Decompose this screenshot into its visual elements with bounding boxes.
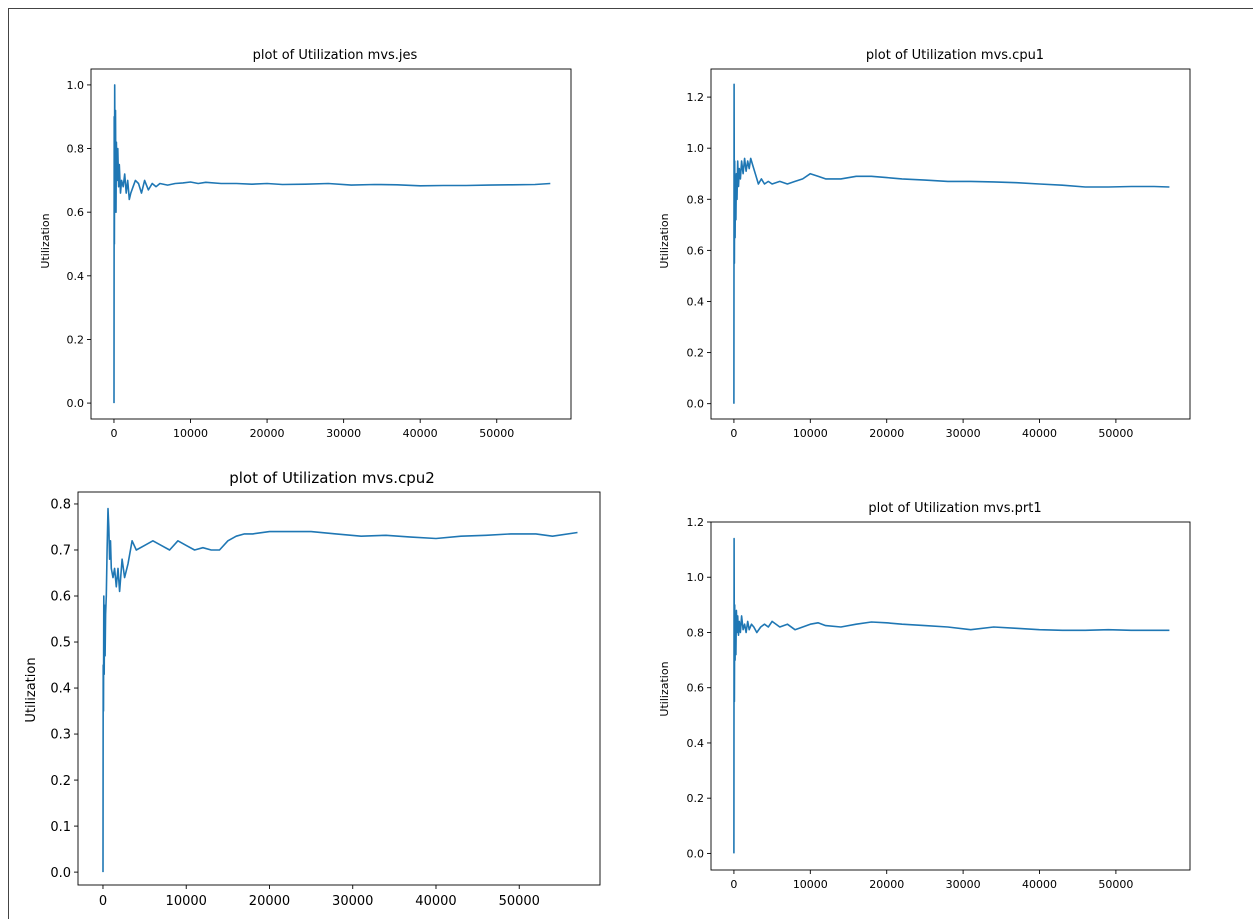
x-tick-label: 30000	[332, 894, 373, 909]
y-tick-label: 0.6	[687, 682, 705, 695]
x-tick-label: 50000	[1098, 878, 1133, 891]
x-tick-label: 40000	[1022, 427, 1057, 440]
chart-title: plot of Utilization mvs.prt1	[868, 501, 1041, 516]
plot-area-frame	[90, 68, 572, 420]
y-tick-label: 0.8	[687, 626, 705, 639]
x-tick-label: 10000	[793, 427, 828, 440]
y-tick-label: 1.0	[687, 571, 705, 584]
series-line	[102, 507, 578, 873]
x-tick-label: 0	[99, 894, 107, 909]
x-tick-label: 0	[110, 427, 117, 440]
plot-area-frame	[77, 491, 601, 886]
y-tick-label: 0.6	[687, 244, 705, 257]
x-tick-label: 20000	[250, 427, 285, 440]
x-tick-label: 50000	[1098, 427, 1133, 440]
y-tick-label: 0.0	[50, 866, 71, 881]
y-tick-label: 0.1	[50, 820, 71, 835]
x-tick-label: 10000	[166, 894, 207, 909]
y-tick-label: 0.0	[67, 397, 85, 410]
x-tick-label: 20000	[869, 878, 904, 891]
x-tick-label: 40000	[403, 427, 438, 440]
y-tick-label: 0.4	[50, 682, 71, 697]
x-tick-label: 50000	[499, 894, 540, 909]
chart-title: plot of Utilization mvs.cpu2	[229, 469, 435, 487]
y-tick-label: 0.4	[67, 270, 85, 283]
y-tick-label: 0.2	[67, 333, 85, 346]
x-tick-label: 30000	[946, 878, 981, 891]
plot-area-frame	[710, 68, 1191, 420]
x-tick-label: 40000	[1022, 878, 1057, 891]
chart-title: plot of Utilization mvs.cpu1	[866, 48, 1044, 63]
y-tick-label: 0.8	[687, 193, 705, 206]
y-tick-label: 0.4	[687, 295, 705, 308]
series-line	[733, 537, 1170, 854]
y-tick-label: 0.6	[50, 590, 71, 605]
y-axis-label: Utilization	[24, 657, 39, 722]
y-tick-label: 0.5	[50, 636, 71, 651]
y-tick-label: 1.0	[687, 142, 705, 155]
x-tick-label: 30000	[326, 427, 361, 440]
y-tick-label: 0.3	[50, 728, 71, 743]
y-tick-label: 1.2	[687, 91, 705, 104]
x-tick-label: 20000	[249, 894, 290, 909]
chart-title: plot of Utilization mvs.jes	[253, 48, 418, 63]
y-tick-label: 0.0	[687, 847, 705, 860]
y-tick-label: 0.4	[687, 737, 705, 750]
plot-area-frame	[710, 521, 1191, 871]
y-tick-label: 1.0	[67, 79, 85, 92]
y-tick-label: 0.7	[50, 544, 71, 559]
x-tick-label: 20000	[869, 427, 904, 440]
x-tick-label: 50000	[479, 427, 514, 440]
x-tick-label: 40000	[415, 894, 456, 909]
x-tick-label: 10000	[793, 878, 828, 891]
y-tick-label: 1.2	[687, 516, 705, 529]
y-axis-label: Utilization	[658, 661, 671, 716]
x-tick-label: 10000	[173, 427, 208, 440]
y-tick-label: 0.6	[67, 206, 85, 219]
y-tick-label: 0.8	[50, 498, 71, 513]
x-tick-label: 0	[730, 427, 737, 440]
x-tick-label: 0	[730, 878, 737, 891]
y-axis-label: Utilization	[39, 213, 52, 268]
y-tick-label: 0.8	[67, 143, 85, 156]
y-tick-label: 0.2	[50, 774, 71, 789]
y-axis-label: Utilization	[658, 213, 671, 268]
y-tick-label: 0.0	[687, 398, 705, 411]
series-line	[113, 84, 551, 404]
y-tick-label: 0.2	[687, 792, 705, 805]
y-tick-label: 0.2	[687, 347, 705, 360]
series-line	[733, 83, 1170, 404]
x-tick-label: 30000	[946, 427, 981, 440]
